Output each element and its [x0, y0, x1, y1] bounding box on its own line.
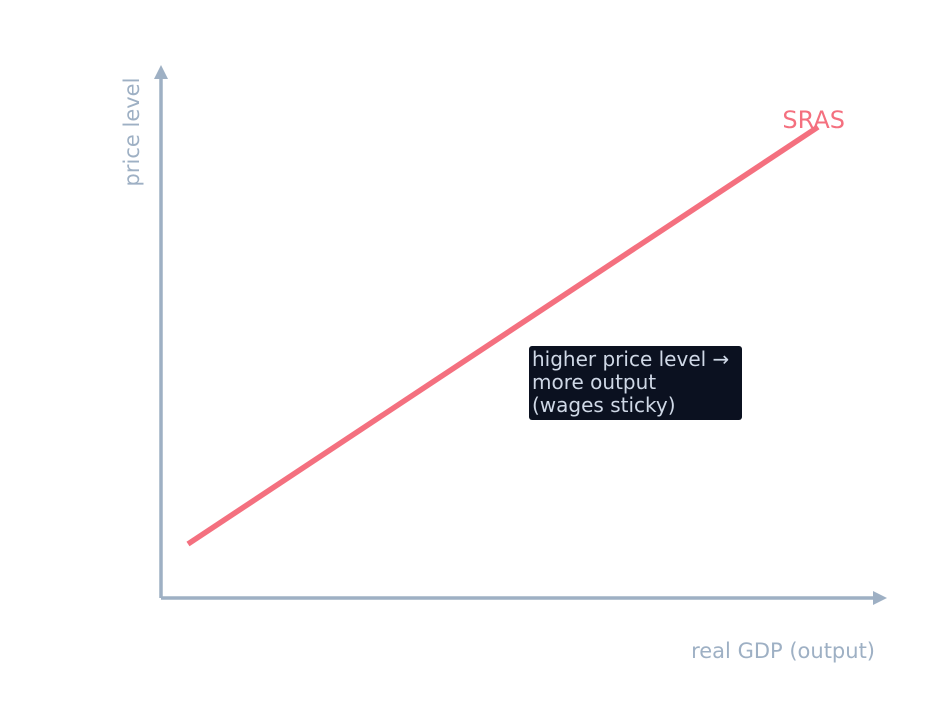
- curve-label: SRAS: [782, 106, 845, 134]
- annotation-line: more output: [532, 370, 656, 394]
- annotation-box: [529, 346, 742, 420]
- y-axis-label: price level: [120, 78, 144, 187]
- sras-curve: [186, 124, 820, 547]
- x-axis-label: real GDP (output): [691, 639, 875, 663]
- annotation: higher price level → more output (wages …: [529, 346, 742, 420]
- annotation-line: (wages sticky): [532, 393, 676, 417]
- annotation-line: higher price level →: [532, 347, 729, 371]
